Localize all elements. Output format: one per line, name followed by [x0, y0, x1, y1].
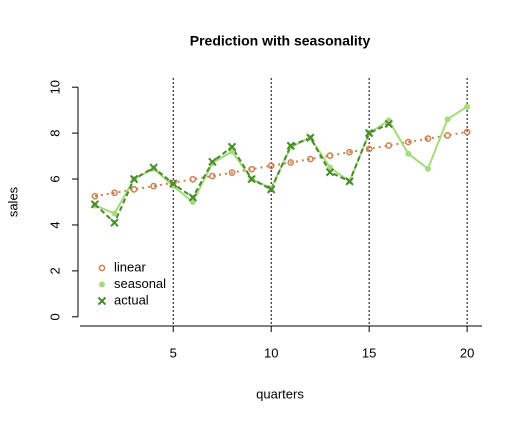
y-tick-label: 8 — [47, 129, 62, 136]
data-point — [189, 175, 197, 183]
data-point — [91, 192, 99, 200]
data-point — [345, 177, 354, 186]
data-point — [405, 150, 412, 157]
data-point — [209, 172, 216, 180]
y-tick-label: 6 — [47, 175, 62, 182]
x-axis-label: quarters — [256, 386, 304, 401]
data-point — [325, 167, 335, 177]
data-point — [129, 174, 139, 184]
data-point — [306, 133, 315, 142]
data-point — [463, 128, 471, 136]
data-point — [464, 103, 471, 110]
data-point — [267, 162, 275, 170]
data-point — [111, 189, 118, 197]
data-point — [208, 157, 217, 167]
x-tick-label: 5 — [170, 345, 177, 360]
data-point — [404, 138, 412, 146]
data-point — [346, 148, 353, 156]
x-tick-label: 10 — [264, 345, 278, 360]
data-point — [307, 155, 314, 163]
y-tick-label: 2 — [47, 267, 62, 274]
x-tick-label: 20 — [460, 345, 474, 360]
data-point — [286, 141, 296, 150]
series-line — [94, 105, 468, 215]
data-point — [150, 182, 158, 190]
data-point — [385, 142, 393, 149]
data-point — [248, 165, 255, 173]
x-tick-label: 15 — [362, 345, 376, 360]
legend-symbol — [99, 281, 105, 288]
data-point — [287, 159, 295, 166]
data-point — [229, 148, 236, 155]
data-point — [384, 119, 393, 129]
data-point — [326, 164, 333, 171]
data-point — [247, 174, 256, 184]
data-point — [266, 185, 276, 194]
y-axis-label: sales — [5, 186, 20, 217]
legend-label: actual — [114, 292, 149, 307]
data-point — [228, 169, 236, 176]
data-point — [326, 152, 334, 159]
data-point — [169, 179, 178, 188]
data-point — [188, 193, 198, 202]
data-point — [130, 186, 138, 193]
data-point — [111, 210, 118, 217]
y-tick-label: 4 — [47, 221, 62, 228]
data-point — [364, 128, 374, 138]
data-point — [189, 199, 196, 205]
legend-label: seasonal — [114, 276, 166, 291]
data-point — [424, 165, 431, 172]
data-point — [90, 200, 100, 209]
chart-title: Prediction with seasonality — [190, 33, 371, 49]
data-point — [227, 142, 237, 152]
data-point — [110, 218, 119, 227]
series-line — [94, 123, 390, 225]
data-point — [424, 135, 432, 142]
y-tick-label: 10 — [47, 80, 62, 94]
y-tick-label: 0 — [47, 313, 62, 320]
data-point — [365, 145, 373, 153]
legend-label: linear — [114, 259, 146, 274]
legend-symbol — [97, 296, 107, 306]
data-point — [444, 116, 451, 123]
data-point — [149, 163, 158, 172]
legend-symbol — [98, 264, 106, 272]
data-point — [444, 132, 451, 139]
